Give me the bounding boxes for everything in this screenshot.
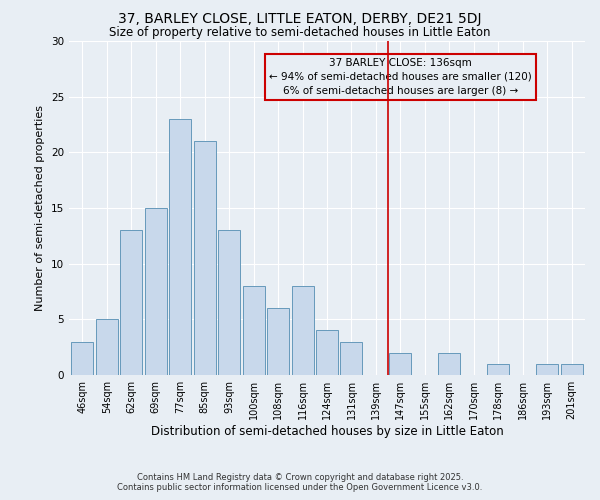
Bar (267, 308, 289, 375)
Y-axis label: Number of semi-detached properties: Number of semi-detached properties (35, 105, 46, 311)
Bar (438, 352, 460, 375)
Bar (242, 286, 265, 375)
Text: 37, BARLEY CLOSE, LITTLE EATON, DERBY, DE21 5DJ: 37, BARLEY CLOSE, LITTLE EATON, DERBY, D… (118, 12, 482, 26)
Bar (121, 230, 142, 375)
Bar (340, 342, 362, 375)
Text: Size of property relative to semi-detached houses in Little Eaton: Size of property relative to semi-detach… (109, 26, 491, 39)
Bar (560, 364, 583, 375)
Bar (71, 342, 94, 375)
Bar (145, 208, 167, 375)
Bar (96, 320, 118, 375)
Bar (169, 119, 191, 375)
Bar (536, 364, 558, 375)
Bar (487, 364, 509, 375)
Bar (194, 141, 216, 375)
Text: 37 BARLEY CLOSE: 136sqm
← 94% of semi-detached houses are smaller (120)
6% of se: 37 BARLEY CLOSE: 136sqm ← 94% of semi-de… (269, 58, 532, 96)
Bar (218, 230, 240, 375)
X-axis label: Distribution of semi-detached houses by size in Little Eaton: Distribution of semi-detached houses by … (151, 425, 503, 438)
Bar (316, 330, 338, 375)
Bar (292, 286, 314, 375)
Text: Contains HM Land Registry data © Crown copyright and database right 2025.
Contai: Contains HM Land Registry data © Crown c… (118, 473, 482, 492)
Bar (389, 352, 412, 375)
